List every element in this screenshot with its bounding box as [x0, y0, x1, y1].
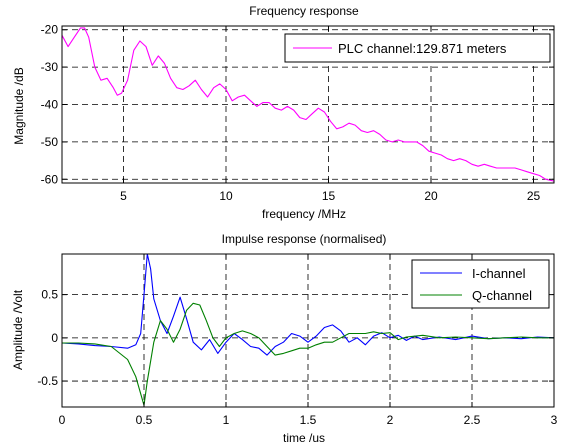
- y-axis-label: Amplitude /Volt: [11, 289, 25, 370]
- x-tick-label: 0: [59, 413, 66, 427]
- y-tick-label: -30: [41, 60, 59, 74]
- plot-area: [62, 27, 554, 182]
- x-axis-label: frequency /MHz: [262, 207, 346, 221]
- x-tick-label: 3: [551, 413, 558, 427]
- y-tick-label: -20: [41, 23, 59, 37]
- grid: [62, 26, 554, 183]
- y-tick-label: -50: [41, 135, 59, 149]
- y-axis-label: Magnitude /dB: [12, 67, 26, 144]
- series-line-0: [62, 27, 554, 182]
- series-line-1: [62, 302, 554, 406]
- x-tick-label: 1.5: [300, 413, 317, 427]
- x-tick-label: 2.5: [464, 413, 481, 427]
- ticks: 0 0.5 1 1.5 2 2.5 3 -0.5 0 0.5: [37, 254, 558, 427]
- x-tick-label: 2: [387, 413, 394, 427]
- x-axis-label: time /us: [283, 431, 325, 445]
- series-line-0: [62, 254, 554, 356]
- legend-label-plc: PLC channel:129.871 meters: [338, 41, 507, 56]
- legend-label-q-channel: Q-channel: [472, 288, 532, 303]
- legend: PLC channel:129.871 meters: [284, 33, 551, 63]
- frequency-response-panel: Frequency response frequency /MHz Magnit…: [12, 4, 555, 221]
- y-tick-label: -40: [41, 98, 59, 112]
- y-tick-label: 0.5: [41, 288, 58, 302]
- plot-area: [62, 254, 554, 406]
- y-tick-label: -0.5: [37, 374, 58, 388]
- x-tick-label: 1: [223, 413, 230, 427]
- x-tick-label: 20: [424, 189, 438, 203]
- y-tick-label: 0: [51, 331, 58, 345]
- chart-title: Frequency response: [249, 4, 359, 18]
- legend-box: [411, 259, 550, 309]
- ticks: 5 10 15 20 25 -60 -50 -40 -30 -20: [41, 23, 554, 203]
- y-tick-label: -60: [41, 172, 59, 186]
- x-tick-label: 15: [322, 189, 336, 203]
- legend-label-i-channel: I-channel: [472, 266, 526, 281]
- x-tick-label: 10: [219, 189, 233, 203]
- x-tick-label: 25: [527, 189, 541, 203]
- impulse-response-panel: Impulse response (normalised) time /us A…: [11, 232, 558, 445]
- x-tick-label: 0.5: [136, 413, 153, 427]
- legend: I-channel Q-channel: [411, 259, 550, 309]
- x-tick-label: 5: [120, 189, 127, 203]
- chart-title: Impulse response (normalised): [222, 232, 387, 246]
